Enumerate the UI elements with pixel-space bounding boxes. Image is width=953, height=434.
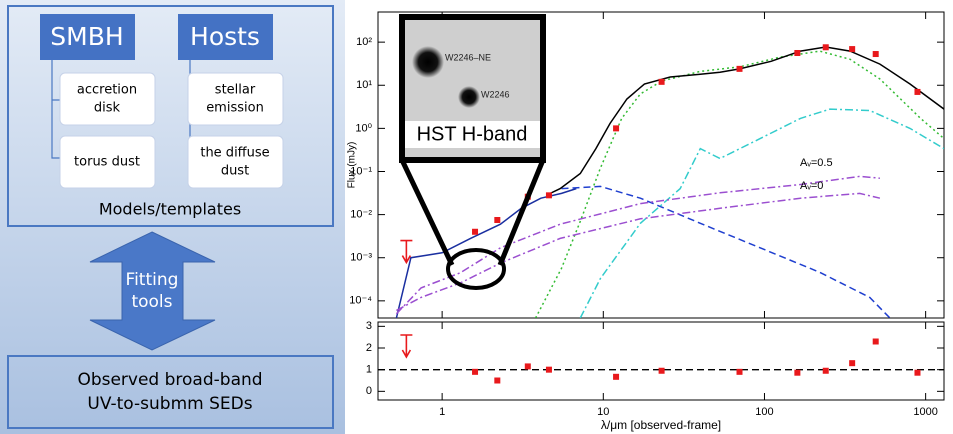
annotation: Aᵥ=0.5 (800, 157, 833, 169)
data-point (822, 367, 829, 374)
y-tick-label: 1 (366, 364, 372, 376)
data-point (658, 78, 665, 85)
data-point (613, 373, 620, 380)
y-tick-label: 2 (366, 342, 372, 354)
observed-label: UV-to-submm SEDs (87, 394, 252, 414)
y-tick-label: 3 (366, 320, 372, 332)
x-tick-label: 1 (439, 406, 445, 418)
x-tick-label: 100 (755, 406, 773, 418)
plot-frame (377, 11, 945, 319)
inset-title-bg (405, 121, 540, 148)
y-tick-label: 10⁻¹ (350, 165, 372, 177)
source-label: W2246–NE (445, 52, 491, 62)
x-axis-label: λ/μm [observed-frame] (601, 418, 721, 432)
data-point (613, 125, 620, 132)
tab-label: SMBH (50, 22, 123, 51)
data-point (914, 88, 921, 95)
data-point (494, 216, 501, 223)
data-point (794, 49, 801, 56)
y-tick-label: 10¹ (356, 79, 372, 91)
sed-curve (548, 46, 944, 195)
sed-curve (579, 108, 944, 318)
y-axis-label: Flux (mJy) (347, 142, 358, 189)
component-label: torus dust (74, 155, 140, 170)
component-box (59, 72, 156, 126)
data-point (872, 51, 879, 58)
sed-curve (561, 185, 891, 318)
y-tick-label: 0 (366, 385, 372, 397)
sed-curve (396, 192, 881, 312)
models-box (7, 5, 334, 227)
component-box (187, 135, 284, 189)
zoom-ellipse (446, 248, 506, 290)
component-label: dust (221, 164, 249, 179)
upper-limit (400, 239, 413, 265)
data-point (849, 46, 856, 53)
data-point (914, 369, 921, 376)
observed-label: Observed broad-band (77, 370, 262, 390)
component-box (187, 72, 284, 126)
plot-area (395, 46, 944, 318)
y-tick-label: 10⁻⁴ (349, 295, 372, 307)
tab-smbh (40, 14, 135, 60)
y-tick-label: 10² (356, 36, 372, 48)
sed-curve (395, 187, 577, 318)
data-point (736, 65, 743, 72)
zoom-line (399, 158, 455, 267)
data-point (524, 363, 531, 370)
annotation: Aᵥ=0 (800, 180, 823, 192)
data-point (472, 368, 479, 375)
y-tick-label: 10⁻³ (350, 252, 372, 264)
data-point (472, 228, 479, 235)
x-tick-label: 1000 (913, 406, 937, 418)
y-tick-label: 10⁰ (355, 122, 372, 134)
arrow-label: Fitting (126, 270, 179, 290)
component-label: the diffuse (200, 146, 269, 161)
data-point (736, 368, 743, 375)
component-label: accretion (77, 83, 137, 98)
y-tick-label: 10⁻² (350, 209, 372, 221)
data-point (494, 377, 501, 384)
data-point (849, 360, 856, 367)
data-point (545, 192, 552, 199)
diagram: SMBH Hosts accretion disk torus dust ste… (0, 0, 345, 434)
data-point (872, 338, 879, 345)
models-label: Models/templates (99, 200, 241, 219)
data-point (794, 369, 801, 376)
inset-title: HST H-band (417, 123, 528, 145)
component-label: disk (94, 101, 121, 116)
upper-limit (400, 334, 413, 359)
data-point (545, 366, 552, 373)
connectors (51, 60, 191, 159)
component-label: emission (206, 101, 264, 116)
tab-hosts (178, 14, 273, 60)
data-point (658, 367, 665, 374)
tab-label: Hosts (190, 22, 260, 51)
sed-curve (395, 175, 880, 315)
plot-frame (377, 321, 945, 401)
component-label: stellar (215, 83, 256, 98)
arrow-label: tools (131, 292, 172, 312)
sed-curve (534, 50, 944, 318)
double-arrow (89, 231, 216, 351)
data-point (822, 44, 829, 51)
source-label: W2246 (481, 89, 510, 99)
source-blob (458, 86, 480, 108)
source-blob (412, 46, 444, 78)
observed-box (7, 355, 334, 429)
x-tick-label: 10 (597, 406, 609, 418)
diagram-background (0, 0, 345, 434)
zoom-line (497, 159, 546, 266)
component-box (59, 135, 156, 189)
inset: W2246–NE W2246 HST H-band (399, 14, 546, 290)
